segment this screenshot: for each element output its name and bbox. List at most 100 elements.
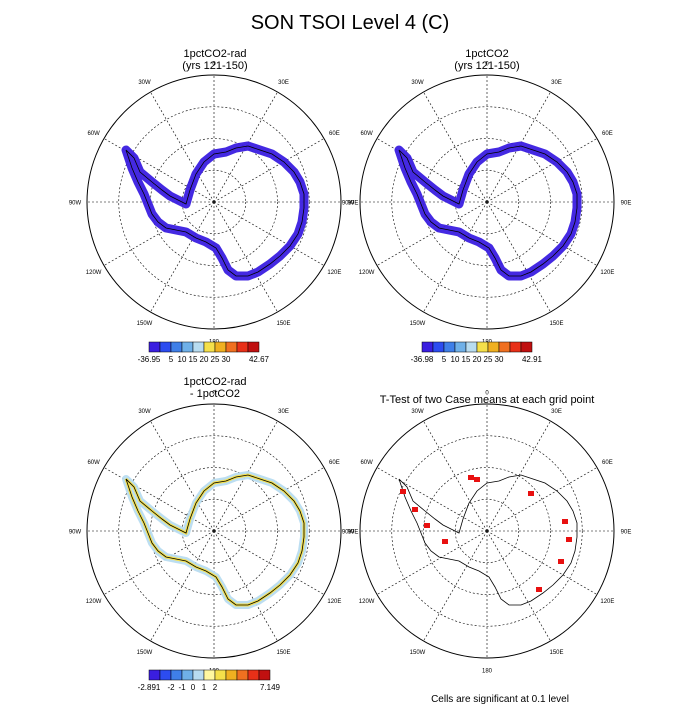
panel-2-colorbar-box (454, 341, 467, 353)
panel-1-map-lat-circle (181, 169, 247, 235)
panel-2-colorbar-box (509, 341, 522, 353)
panel-3-map-meridian (213, 530, 325, 595)
panel-3-coastline (125, 474, 305, 606)
panel-1-map-meridian (150, 91, 215, 203)
panel-2-map-lon-label: 150W (410, 321, 426, 327)
panel-4-map-lon-label: 90W (342, 530, 355, 536)
panel-2-map-lon-label: 90E (621, 201, 632, 207)
panel-3-title-line2: - 1pctCO2 (189, 388, 241, 400)
panel-1-map-lon-label: 150E (276, 321, 290, 327)
panel-3-map-lon-label: 30E (278, 409, 289, 415)
panel-1-map-lat-circle (118, 106, 310, 298)
panel-1-map-lon-label: 60E (329, 131, 340, 137)
panel-2-title-line1: 1pctCO2 (465, 48, 509, 60)
panel-4-map-lon-label: 0 (485, 391, 489, 397)
panel-4-significant-cell (558, 559, 564, 564)
panel-3-map-lon-label: 120E (327, 599, 341, 605)
panel-3-colorbar-tick-label: -2 (167, 683, 175, 692)
panel-4-map-meridian (486, 420, 551, 532)
panel-3-map-meridian (103, 530, 215, 595)
panel-4-significant-cell (566, 537, 572, 542)
panel-2-map-meridian (423, 91, 488, 203)
panel-3-map-lon-label: 150E (276, 650, 290, 656)
panel-3-title: 1pctCO2-rad - 1pctCO2 (85, 376, 345, 400)
panel-1-map-lon-label: 120W (86, 270, 102, 276)
panel-2-map-lon-label: 30W (411, 80, 424, 86)
panel-1-colorbar-box (192, 341, 205, 353)
panel-4-map-meridian (423, 530, 488, 642)
panel-2-colorbar-box (520, 341, 533, 353)
panel-4-map-meridian (486, 530, 598, 595)
panel-1-title: 1pctCO2-rad (yrs 121-150) (85, 48, 345, 72)
panel-3-colorbar-box (203, 669, 216, 681)
panel-3-colorbar: -2.891 7.149 -2 -1 0 1 2 (138, 669, 281, 692)
panel-3-map-lon-label: 120W (86, 599, 102, 605)
panel-1-colorbar-box (225, 341, 238, 353)
panel-3-colorbar-box (236, 669, 249, 681)
panel-4-map-lat-circle (423, 467, 551, 595)
panel-1-map-lon-label: 0 (212, 62, 216, 68)
panel-1-colorbar-box (214, 341, 227, 353)
panel-2-colorbar: -36.98 42.91 5 10 15 20 25 30 (411, 341, 543, 364)
panel-3-colorbar-tick-label: 1 (202, 683, 207, 692)
panel-1-colorbar-min-label: -36.95 (138, 355, 161, 364)
panel-4-significant-cell (562, 519, 568, 524)
panel-1-map-lon-label: 120E (327, 270, 341, 276)
page-title: SON TSOI Level 4 (C) (250, 12, 450, 34)
panel-4-significant-cell (424, 523, 430, 528)
panel-1-map-frame (86, 74, 342, 330)
panel-4-map: 0 30E 60E 90E 120E 150E 180 150W 120W 90W 60W 30W (342, 391, 632, 675)
panel-3-map-meridian (213, 420, 278, 532)
panel-2-colorbar-tick-label: 20 (473, 355, 482, 364)
panel-1-map-lon-label: 30W (138, 80, 151, 86)
panel-4-map-meridian (486, 467, 598, 532)
panel-1-colorbar-box (203, 341, 216, 353)
panel-2-map-meridian (486, 201, 551, 313)
panel-1-colorbar-box (247, 341, 260, 353)
panel-2-colorbar-box (443, 341, 456, 353)
panel-3-colorbar-tick-label: -1 (178, 683, 186, 692)
panel-3-map-meridian (213, 530, 278, 642)
panel-2-map-meridian (423, 201, 488, 313)
panel-1-map-meridian (213, 91, 278, 203)
panel-1-coastline (125, 145, 305, 277)
panel-1-colorbar-box (148, 341, 161, 353)
panel-4-map-meridian (486, 530, 551, 642)
panel-2-colorbar-max-label: 42.91 (522, 355, 543, 364)
panel-2-map-meridian (486, 201, 598, 266)
panel-1-map-lon-label: 90E (348, 201, 359, 207)
panel-4-title: T-Test of two Case means at each grid po… (347, 394, 627, 406)
panel-3-colorbar-box (258, 669, 271, 681)
panel-2-map-lon-label: 90W (342, 201, 355, 207)
panel-1-map-meridian (150, 201, 215, 313)
panel-2-map-meridian (486, 91, 551, 203)
panel-2-colorbar-tick-label: 25 (484, 355, 493, 364)
panel-4-map-frame (359, 403, 615, 659)
panel-2-map-lat-circle (391, 106, 583, 298)
panel-1-colorbar-tick-label: 20 (200, 355, 209, 364)
panel-2-colorbar-tick-label: 30 (495, 355, 504, 364)
panel-2-colorbar-tick-label: 5 (442, 355, 447, 364)
panel-3-colorbar-box (170, 669, 183, 681)
panel-4-map-lon-label: 150W (410, 650, 426, 656)
panel-1-map-lon-label: 30E (278, 80, 289, 86)
panel-2-coastline (398, 145, 578, 277)
panel-4-significant-cell (442, 539, 448, 544)
panel-4-significant-cell (528, 491, 534, 496)
panel-2-map-lat-circle (454, 169, 520, 235)
panel-2-title-line2: (yrs 121-150) (454, 60, 520, 72)
panel-2-map-lon-label: 150E (549, 321, 563, 327)
panel-4-map-lat-circle (391, 435, 583, 627)
panel-3-colorbar-tick-label: 2 (213, 683, 218, 692)
panel-1-colorbar-box (170, 341, 183, 353)
panel-4-significant-cell (468, 475, 474, 480)
panel-2-colorbar-tick-label: 10 (451, 355, 460, 364)
panel-1-colorbar-box (236, 341, 249, 353)
panel-2-colorbar-box (432, 341, 445, 353)
panel-3-map-lat-circle (118, 435, 310, 627)
panel-4-map-lon-label: 90E (621, 530, 632, 536)
panel-4-significant-cell (474, 477, 480, 482)
panel-1-colorbar-box (159, 341, 172, 353)
panel-1-map-lat-circle (150, 138, 278, 266)
